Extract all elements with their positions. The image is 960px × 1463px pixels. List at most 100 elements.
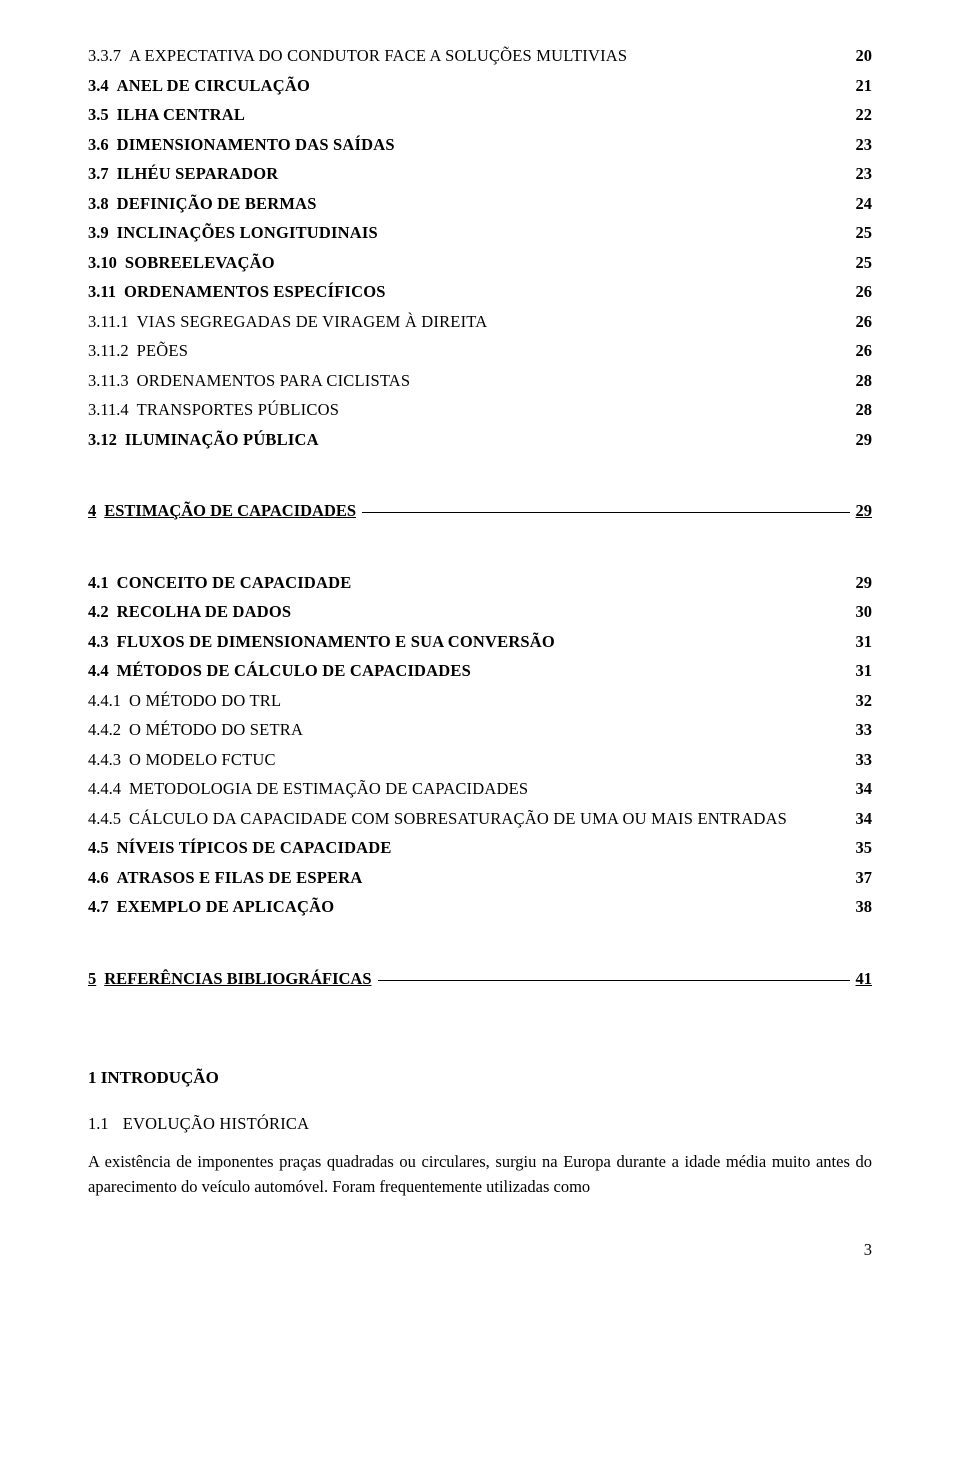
toc-entry-page: 30 [850, 604, 873, 621]
chapter-heading: 1 INTRODUÇÃO [88, 1068, 872, 1088]
toc-entry-title: INCLINAÇÕES LONGITUDINAIS [117, 225, 384, 242]
toc-entry-title: A EXPECTATIVA DO CONDUTOR FACE A SOLUÇÕE… [129, 48, 633, 65]
toc-fill [362, 512, 849, 513]
body-paragraph: A existência de imponentes praças quadra… [88, 1150, 872, 1200]
toc-entry-page: 23 [850, 137, 873, 154]
toc-entry-num: 3.11 [88, 284, 124, 301]
toc-entry-page: 26 [850, 314, 873, 331]
toc-entry-num: 4.4.1 [88, 693, 129, 710]
toc-entry: 4.4.2O MÉTODO DO SETRA 33 [88, 722, 872, 739]
toc-entry-page: 37 [850, 870, 873, 887]
toc-entry-title: ILUMINAÇÃO PÚBLICA [125, 432, 325, 449]
toc-entry-num: 3.9 [88, 225, 117, 242]
toc-entry-num: 3.11.2 [88, 343, 137, 360]
toc-entry-title: O MODELO FCTUC [129, 752, 282, 769]
toc-entry: 4.4.1O MÉTODO DO TRL 32 [88, 693, 872, 710]
toc-entry-page: 33 [850, 752, 873, 769]
toc-entry-page: 29 [850, 575, 873, 592]
toc-entry-num: 4.1 [88, 575, 117, 592]
toc-entry-page: 31 [850, 634, 873, 651]
toc-entry-num: 4.4.5 [88, 811, 129, 828]
toc-entry-title: SOBREELEVAÇÃO [125, 255, 281, 272]
toc-entry-page: 32 [850, 693, 873, 710]
toc-entry-title: ANEL DE CIRCULAÇÃO [117, 78, 316, 95]
toc-entry: 3.6DIMENSIONAMENTO DAS SAÍDAS23 [88, 137, 872, 154]
toc-entry-num: 4.2 [88, 604, 117, 621]
toc-entry-title: VIAS SEGREGADAS DE VIRAGEM À DIREITA [137, 314, 494, 331]
toc-entry: 3.12ILUMINAÇÃO PÚBLICA29 [88, 432, 872, 449]
toc-entry-page: 25 [850, 255, 873, 272]
toc-entry: 3.11.4TRANSPORTES PÚBLICOS 28 [88, 402, 872, 419]
toc-entry-num: 4.5 [88, 840, 117, 857]
subsection-num: 1.1 [88, 1114, 119, 1133]
toc-entry: 3.7ILHÉU SEPARADOR 23 [88, 166, 872, 183]
toc-entry: 4.5NÍVEIS TÍPICOS DE CAPACIDADE 35 [88, 840, 872, 857]
toc-entry-page: 26 [850, 284, 873, 301]
subsection-heading: 1.1 EVOLUÇÃO HISTÓRICA [88, 1114, 872, 1134]
toc-entry-title: PEÕES [137, 343, 194, 360]
toc-entry-num: 3.8 [88, 196, 117, 213]
toc-entry: 4.4.3O MODELO FCTUC 33 [88, 752, 872, 769]
toc-entry-num: 3.11.3 [88, 373, 137, 390]
toc-entry: 4.1CONCEITO DE CAPACIDADE 29 [88, 575, 872, 592]
toc-entry-num: 3.7 [88, 166, 117, 183]
toc-entry: 4.7EXEMPLO DE APLICAÇÃO38 [88, 899, 872, 916]
toc-entry-page: 33 [850, 722, 873, 739]
toc-entry-page: 28 [850, 373, 873, 390]
toc-entry: 3.5ILHA CENTRAL 22 [88, 107, 872, 124]
toc-entry-page: 21 [850, 78, 873, 95]
toc-block-1: 3.3.7A EXPECTATIVA DO CONDUTOR FACE A SO… [88, 48, 872, 448]
toc-entry-page: 35 [850, 840, 873, 857]
toc-entry-title: O MÉTODO DO SETRA [129, 722, 309, 739]
toc-entry-page: 31 [850, 663, 873, 680]
toc-entry-page: 34 [850, 781, 873, 798]
toc-section-page: 41 [850, 971, 873, 988]
toc-entry-title: DEFINIÇÃO DE BERMAS [117, 196, 323, 213]
toc-section-title: ESTIMAÇÃO DE CAPACIDADES [104, 503, 362, 520]
toc-entry-title: CONCEITO DE CAPACIDADE [117, 575, 358, 592]
toc-entry-page: 28 [850, 402, 873, 419]
toc-entry-title: METODOLOGIA DE ESTIMAÇÃO DE CAPACIDADES [129, 781, 534, 798]
toc-entry-page: 23 [850, 166, 873, 183]
toc-entry-title: ORDENAMENTOS PARA CICLISTAS [137, 373, 417, 390]
toc-entry: 3.11.3ORDENAMENTOS PARA CICLISTAS 28 [88, 373, 872, 390]
toc-entry: 3.4ANEL DE CIRCULAÇÃO21 [88, 78, 872, 95]
toc-entry: 4.4.5CÁLCULO DA CAPACIDADE COM SOBRESATU… [88, 811, 872, 828]
toc-entry-num: 4.4.4 [88, 781, 129, 798]
toc-entry-num: 3.5 [88, 107, 117, 124]
toc-section-num: 4 [88, 503, 104, 520]
toc-entry-title: O MÉTODO DO TRL [129, 693, 287, 710]
toc-entry-title: ATRASOS E FILAS DE ESPERA [117, 870, 369, 887]
toc-entry-title: FLUXOS DE DIMENSIONAMENTO E SUA CONVERSÃ… [117, 634, 561, 651]
toc-entry-page: 25 [850, 225, 873, 242]
toc-entry: 3.8DEFINIÇÃO DE BERMAS 24 [88, 196, 872, 213]
toc-entry: 3.11ORDENAMENTOS ESPECÍFICOS26 [88, 284, 872, 301]
toc-entry-page: 34 [850, 811, 873, 828]
toc-entry-title: NÍVEIS TÍPICOS DE CAPACIDADE [117, 840, 398, 857]
toc-entry-page: 22 [850, 107, 873, 124]
toc-entry: 3.11.1VIAS SEGREGADAS DE VIRAGEM À DIREI… [88, 314, 872, 331]
toc-entry-num: 3.11.4 [88, 402, 137, 419]
toc-entry-num: 4.4.3 [88, 752, 129, 769]
page-number: 3 [88, 1240, 872, 1260]
toc-entry-num: 4.4 [88, 663, 117, 680]
toc-entry-title: EXEMPLO DE APLICAÇÃO [117, 899, 341, 916]
toc-section-5: 5 REFERÊNCIAS BIBLIOGRÁFICAS 41 [88, 971, 872, 988]
toc-entry: 3.10SOBREELEVAÇÃO25 [88, 255, 872, 272]
toc-entry: 4.4.4METODOLOGIA DE ESTIMAÇÃO DE CAPACID… [88, 781, 872, 798]
toc-entry: 4.2RECOLHA DE DADOS 30 [88, 604, 872, 621]
toc-entry-title: ILHA CENTRAL [117, 107, 251, 124]
toc-entry-title: TRANSPORTES PÚBLICOS [137, 402, 345, 419]
toc-entry-title: RECOLHA DE DADOS [117, 604, 298, 621]
toc-entry-num: 4.3 [88, 634, 117, 651]
toc-entry: 4.4MÉTODOS DE CÁLCULO DE CAPACIDADES31 [88, 663, 872, 680]
toc-entry-num: 4.4.2 [88, 722, 129, 739]
toc-entry: 3.11.2PEÕES26 [88, 343, 872, 360]
toc-fill [378, 980, 850, 981]
toc-entry-title: ILHÉU SEPARADOR [117, 166, 285, 183]
toc-section-4: 4 ESTIMAÇÃO DE CAPACIDADES 29 [88, 503, 872, 520]
toc-entry-page: 24 [850, 196, 873, 213]
toc-entry: 4.3FLUXOS DE DIMENSIONAMENTO E SUA CONVE… [88, 634, 872, 651]
toc-block-2: 4.1CONCEITO DE CAPACIDADE 29 4.2RECOLHA DE… [88, 575, 872, 916]
toc-entry-page: 38 [850, 899, 873, 916]
